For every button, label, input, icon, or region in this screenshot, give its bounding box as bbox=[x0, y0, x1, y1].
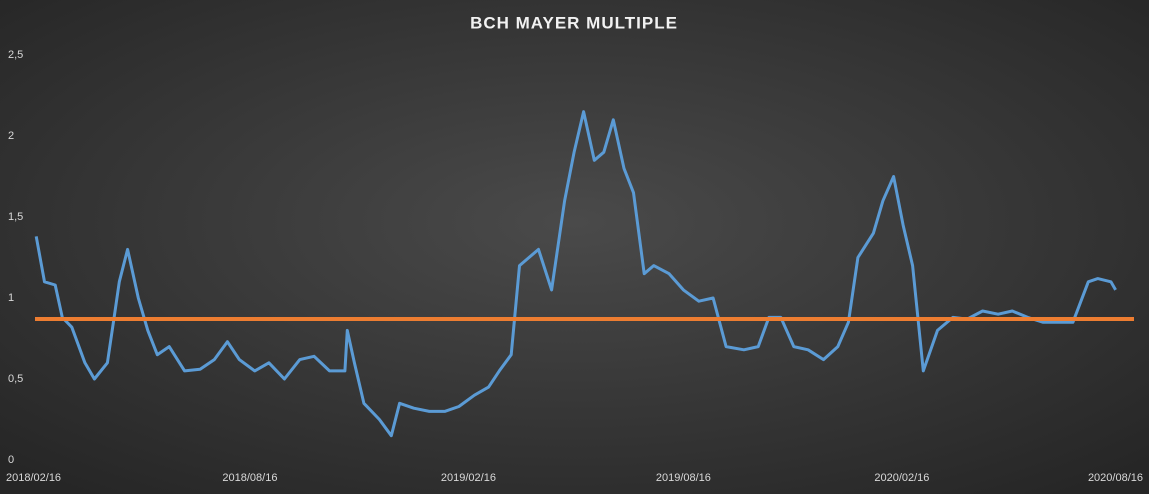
y-tick-label: 0,5 bbox=[8, 373, 23, 385]
x-tick-label: 2018/02/16 bbox=[6, 472, 61, 484]
y-tick-label: 2,5 bbox=[8, 49, 23, 61]
y-tick-label: 1 bbox=[8, 292, 14, 304]
y-tick-label: 0 bbox=[8, 454, 14, 466]
x-tick-label: 2018/08/16 bbox=[222, 472, 277, 484]
x-tick-label: 2019/02/16 bbox=[441, 472, 496, 484]
x-tick-label: 2020/08/16 bbox=[1088, 472, 1143, 484]
data-line bbox=[34, 110, 1117, 438]
y-tick-label: 1,5 bbox=[8, 211, 23, 223]
x-tick-label: 2020/02/16 bbox=[874, 472, 929, 484]
y-tick-label: 2 bbox=[8, 130, 14, 142]
x-tick-label: 2019/08/16 bbox=[656, 472, 711, 484]
chart-title: BCH MAYER MULTIPLE bbox=[470, 13, 678, 32]
